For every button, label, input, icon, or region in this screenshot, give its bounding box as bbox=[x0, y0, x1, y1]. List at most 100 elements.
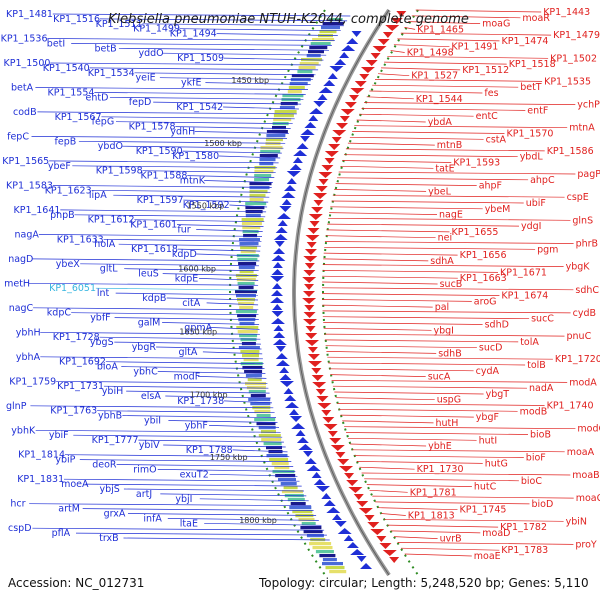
reverse-gene-arrow bbox=[305, 333, 318, 339]
feature-leader-line bbox=[223, 57, 324, 61]
feature-leader-line bbox=[56, 380, 268, 384]
feature-leader-line bbox=[121, 366, 265, 369]
feature-leader-line bbox=[95, 287, 259, 291]
feature-label-kp1-1527: KP1_1527 bbox=[411, 71, 458, 82]
feature-band bbox=[325, 566, 345, 570]
forward-gene-arrow bbox=[271, 311, 284, 317]
forward-gene-arrow bbox=[292, 157, 303, 163]
accession-text: Accession: NC_012731 bbox=[8, 576, 144, 590]
feature-leader-line bbox=[330, 206, 483, 210]
feature-band bbox=[287, 90, 302, 94]
feature-leader-line bbox=[323, 327, 432, 331]
feature-label-ybiv: ybiV bbox=[139, 440, 160, 451]
forward-gene-arrow bbox=[329, 66, 344, 72]
feature-leader-line bbox=[359, 466, 415, 470]
feature-band bbox=[239, 322, 255, 326]
feature-leader-line bbox=[205, 82, 311, 85]
feature-band bbox=[239, 242, 259, 246]
reverse-gene-arrow bbox=[349, 95, 360, 101]
forward-feature-lines bbox=[28, 13, 351, 541]
feature-label-kp1-1814: KP1_1814 bbox=[18, 450, 65, 461]
feature-leader-line bbox=[324, 241, 574, 244]
forward-gene-arrow bbox=[360, 563, 373, 569]
reverse-gene-arrow bbox=[302, 298, 317, 304]
feature-label-pnuc: pnuC bbox=[567, 331, 592, 342]
feature-leader-line bbox=[343, 154, 518, 158]
feature-band bbox=[241, 218, 264, 222]
feature-label-glnp: glnP bbox=[6, 401, 27, 412]
forward-gene-arrow bbox=[273, 332, 286, 338]
forward-gene-arrow bbox=[270, 276, 285, 282]
feature-leader-line bbox=[321, 293, 500, 296]
feature-label-ybii: ybiI bbox=[144, 416, 161, 427]
feature-band bbox=[312, 38, 335, 42]
feature-leader-line bbox=[124, 268, 259, 272]
feature-label-gpma: gpmA bbox=[184, 322, 212, 333]
feature-leader-line bbox=[411, 15, 521, 19]
feature-label-bett: betT bbox=[520, 82, 542, 93]
reverse-gene-arrow bbox=[350, 88, 365, 94]
feature-leader-line bbox=[91, 189, 271, 193]
feature-label-ahpf: ahpF bbox=[479, 181, 502, 192]
feature-leader-line bbox=[223, 106, 299, 110]
reverse-gene-arrow bbox=[304, 249, 317, 255]
feature-leader-line bbox=[199, 498, 309, 502]
feature-band bbox=[238, 346, 260, 350]
feature-label-moad: moaD bbox=[482, 528, 510, 539]
forward-gene-arrow bbox=[271, 269, 284, 275]
feature-leader-line bbox=[340, 165, 434, 169]
forward-gene-arrow bbox=[272, 262, 283, 268]
forward-gene-arrow bbox=[291, 423, 306, 429]
feature-label-kp1-1502: KP1_1502 bbox=[550, 53, 597, 64]
forward-gene-arrow bbox=[304, 458, 317, 464]
feature-leader-line bbox=[328, 362, 526, 366]
feature-label-ykfe: ykfE bbox=[181, 78, 201, 89]
feature-band bbox=[237, 258, 258, 262]
feature-label-beta: betA bbox=[11, 83, 34, 94]
feature-label-ydhh: ydhH bbox=[170, 127, 195, 138]
feature-label-kp1-1509: KP1_1509 bbox=[177, 53, 224, 64]
feature-label-kdpd: kdpD bbox=[172, 249, 197, 260]
feature-label-ybgi: ybgI bbox=[434, 325, 454, 336]
feature-leader-line bbox=[175, 126, 291, 129]
feature-band bbox=[287, 498, 305, 502]
feature-leader-line bbox=[118, 243, 261, 247]
feature-band bbox=[242, 226, 261, 230]
feature-leader-line bbox=[126, 390, 270, 394]
feature-band bbox=[279, 106, 295, 110]
feature-label-tolb: tolB bbox=[527, 360, 546, 371]
feature-label-kp1-1580: KP1_1580 bbox=[172, 151, 219, 162]
forward-gene-arrow bbox=[308, 115, 319, 121]
reverse-gene-arrow bbox=[339, 116, 350, 122]
feature-label-sucb: sucB bbox=[440, 279, 463, 290]
reverse-gene-arrow bbox=[335, 452, 346, 458]
feature-label-kp1-1813: KP1_1813 bbox=[408, 511, 455, 522]
feature-leader-line bbox=[52, 13, 351, 17]
feature-label-kp1-1731: KP1_1731 bbox=[57, 381, 104, 392]
feature-leader-line bbox=[329, 212, 438, 215]
feature-leader-line bbox=[31, 136, 288, 139]
feature-leader-line bbox=[354, 455, 524, 458]
feature-leader-line bbox=[101, 116, 295, 120]
feature-label-entd: entD bbox=[86, 92, 109, 103]
reverse-gene-arrow bbox=[303, 256, 318, 262]
feature-leader-line bbox=[32, 527, 325, 531]
feature-label-cyda: cydA bbox=[476, 366, 500, 377]
reverse-gene-arrow bbox=[348, 487, 363, 493]
feature-label-kp1-1494: KP1_1494 bbox=[170, 29, 217, 40]
feature-band bbox=[266, 446, 282, 450]
feature-band bbox=[244, 370, 263, 374]
feature-leader-line bbox=[350, 443, 427, 447]
feature-leader-line bbox=[223, 400, 273, 404]
reverse-gene-arrow bbox=[332, 130, 347, 136]
reverse-gene-arrow bbox=[311, 375, 324, 381]
feature-label-pfla: pflA bbox=[52, 528, 71, 539]
feature-band bbox=[272, 126, 286, 130]
feature-label-artm: artM bbox=[58, 504, 80, 515]
feature-label-moab: moaB bbox=[572, 470, 599, 481]
feature-label-kp1-1474: KP1_1474 bbox=[502, 36, 549, 47]
feature-label-moea: moeA bbox=[61, 479, 89, 490]
feature-label-nei: nei bbox=[438, 233, 453, 244]
feature-label-kp1-1674: KP1_1674 bbox=[501, 291, 548, 302]
feature-leader-line bbox=[323, 322, 483, 325]
